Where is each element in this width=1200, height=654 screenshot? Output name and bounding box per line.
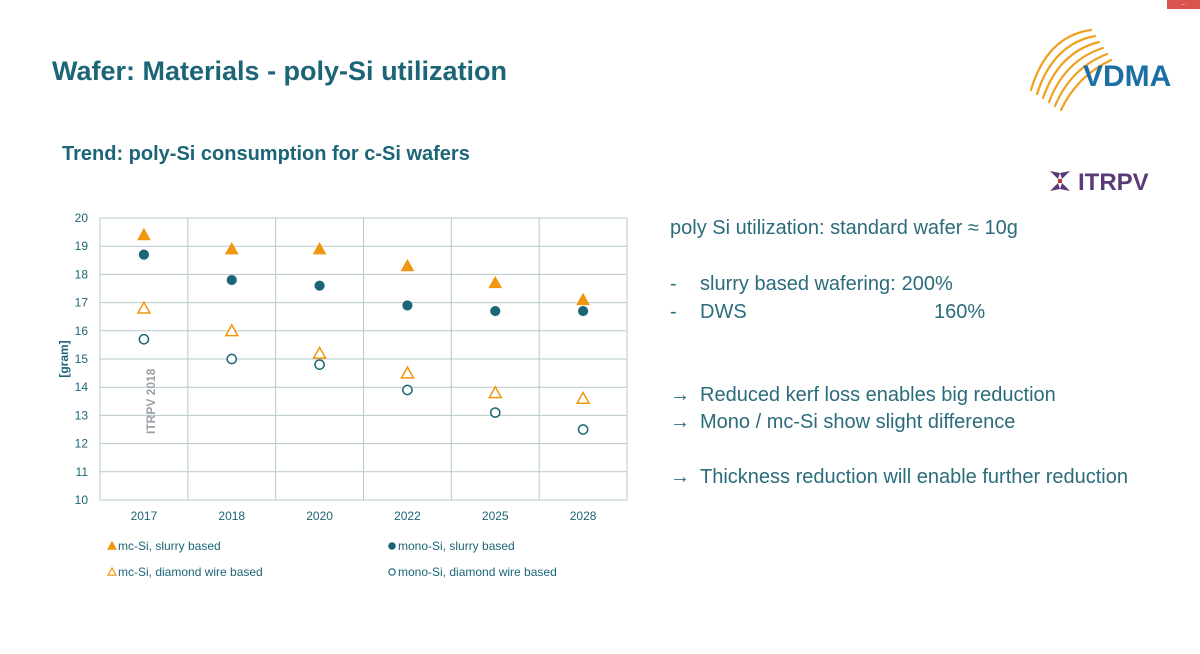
data-point-series-0 <box>224 241 239 255</box>
data-point-series-1 <box>226 274 237 286</box>
arrow-item-text: Mono / mc-Si show slight difference <box>700 411 1016 433</box>
arrow-item-text: Thickness reduction will enable further … <box>700 466 1128 488</box>
y-tick-label: 20 <box>75 211 89 225</box>
data-point-series-3 <box>577 424 589 435</box>
data-point-series-1 <box>314 280 325 291</box>
y-tick-label: 11 <box>76 465 89 479</box>
x-tick-label: 2025 <box>482 509 509 523</box>
arrow-item-mono: → Mono / mc-Si show slight difference <box>670 411 1015 434</box>
arrow-right-icon: → <box>670 411 690 433</box>
arrow-item-text: Reduced kerf loss enables big reduction <box>700 384 1056 406</box>
data-point-series-2 <box>400 365 415 379</box>
utilization-headline: poly Si utilization: standard wafer ≈ 10… <box>670 217 1018 239</box>
data-point-series-3 <box>402 384 413 396</box>
legend-marker <box>106 540 118 550</box>
y-tick-label: 13 <box>75 408 89 422</box>
itrpv-logo: ITRPV <box>1050 169 1149 196</box>
arrow-right-icon: → <box>670 466 690 488</box>
data-point-series-2 <box>575 390 591 405</box>
data-point-series-1 <box>138 249 150 260</box>
data-point-series-3 <box>226 353 238 365</box>
y-tick-label: 15 <box>75 352 89 366</box>
y-tick-label: 17 <box>75 296 89 310</box>
legend-marker <box>388 542 396 550</box>
data-point-series-2 <box>224 323 240 337</box>
x-tick-label: 2022 <box>394 509 421 523</box>
poly-si-chart: 10 11 12 13 14 15 16 17 18 19 20 2017 2018 2020 2022 20… <box>57 211 628 579</box>
arrow-right-icon: → <box>670 384 690 406</box>
y-tick-label: 12 <box>75 437 89 451</box>
legend-label: mc-Si, diamond wire based <box>118 565 263 579</box>
chart-watermark: ITRPV 2018 <box>144 368 158 434</box>
data-point-series-1 <box>490 305 501 317</box>
dash-label: slurry based wafering: <box>700 273 896 295</box>
legend-label: mono-Si, diamond wire based <box>398 565 557 579</box>
data-point-series-3 <box>138 333 150 345</box>
dash-marker: - <box>670 273 677 295</box>
x-tick-label: 2028 <box>570 509 597 523</box>
x-tick-label: 2018 <box>218 509 245 523</box>
y-tick-label: 16 <box>75 324 89 338</box>
y-tick-label: 10 <box>75 493 89 507</box>
vdma-logo: VDMA <box>1029 28 1171 112</box>
slide-title: Wafer: Materials - poly-Si utilization <box>52 56 508 86</box>
dash-value: 160% <box>934 301 986 323</box>
dash-item-slurry: - slurry based wafering: 200% <box>670 273 953 296</box>
x-tick-label: 2020 <box>306 509 333 523</box>
dash-marker: - <box>670 301 677 323</box>
legend-label: mono-Si, slurry based <box>398 539 515 553</box>
itrpv-arrows-icon <box>1050 171 1070 191</box>
itrpv-wordmark: ITRPV <box>1078 169 1149 196</box>
data-point-series-2 <box>487 385 503 399</box>
data-point-series-0 <box>137 227 151 241</box>
dash-label: DWS <box>700 301 747 323</box>
data-point-series-2 <box>312 345 327 359</box>
x-tick-label: 2017 <box>131 509 158 523</box>
data-point-series-0 <box>400 258 415 272</box>
vdma-wordmark: VDMA <box>1083 60 1171 93</box>
data-point-series-0 <box>312 241 327 255</box>
legend-marker <box>106 566 118 576</box>
data-point-series-3 <box>314 359 325 370</box>
y-tick-label: 14 <box>75 380 89 394</box>
legend-marker <box>388 568 396 576</box>
vdma-arcs-icon <box>1029 28 1113 112</box>
data-point-series-1 <box>402 300 413 311</box>
y-tick-label: 19 <box>75 239 89 253</box>
data-point-series-1 <box>577 305 589 317</box>
legend-label: mc-Si, slurry based <box>118 539 221 553</box>
chart-subtitle: Trend: poly-Si consumption for c-Si wafe… <box>62 143 470 165</box>
data-point-series-0 <box>488 275 503 289</box>
dash-value: 200% <box>901 273 953 295</box>
data-point-series-0 <box>576 292 590 306</box>
arrow-item-kerf: → Reduced kerf loss enables big reduction <box>670 384 1056 407</box>
y-tick-label: 18 <box>75 267 89 281</box>
itrpv-wordmark-text: ITRPV <box>1078 169 1149 196</box>
y-axis-label: [gram] <box>57 340 71 377</box>
arrow-item-thickness: → Thickness reduction will enable further… <box>670 466 1128 489</box>
corner-badge: ... <box>1167 0 1200 9</box>
dash-item-dws: - DWS 160% <box>670 301 985 324</box>
data-point-series-3 <box>489 407 501 418</box>
data-point-series-2 <box>136 300 152 314</box>
